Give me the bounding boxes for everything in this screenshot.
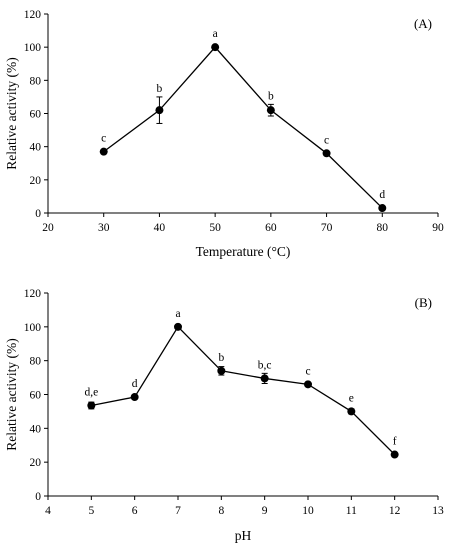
- significance-label: b: [157, 83, 163, 95]
- x-tick-label: 13: [432, 505, 444, 517]
- y-tick-label: 60: [30, 390, 42, 402]
- data-point: [99, 147, 108, 156]
- data-point: [87, 401, 96, 410]
- x-tick-label: 8: [218, 505, 224, 517]
- y-tick-label: 0: [35, 491, 41, 503]
- data-point: [217, 366, 226, 375]
- y-tick-label: 60: [30, 109, 42, 121]
- data-point: [304, 380, 312, 389]
- significance-label: d: [132, 378, 138, 390]
- y-tick-label: 20: [30, 457, 42, 469]
- x-axis-title: pH: [235, 528, 252, 543]
- significance-label: c: [305, 365, 310, 377]
- chart-panel-1: 0 20 40 60 80 100 120 4 5 6 7 8 9 10 11 12 13 pH Relative …: [4, 288, 444, 543]
- x-tick-label: 20: [42, 222, 54, 234]
- data-point: [211, 43, 220, 52]
- significance-label: b,c: [258, 359, 272, 371]
- y-axis-title: Relative activity (%): [4, 57, 19, 169]
- x-tick-label: 4: [45, 505, 51, 517]
- significance-label: d: [379, 189, 385, 201]
- significance-label: b: [218, 352, 224, 364]
- x-tick-label: 50: [209, 222, 221, 234]
- y-tick-label: 100: [24, 42, 42, 54]
- panel-label: (A): [414, 16, 432, 31]
- y-axis-title: Relative activity (%): [4, 338, 19, 450]
- x-tick-label: 70: [321, 222, 333, 234]
- significance-label: a: [175, 308, 180, 320]
- x-tick-label: 10: [302, 505, 314, 517]
- y-tick-label: 120: [24, 9, 42, 21]
- x-tick-label: 40: [154, 222, 166, 234]
- y-tick-label: 0: [35, 208, 41, 220]
- data-point: [155, 106, 164, 115]
- x-tick-label: 7: [175, 505, 181, 517]
- y-tick-label: 100: [24, 322, 42, 334]
- y-tick-label: 80: [30, 75, 42, 87]
- x-tick-label: 9: [262, 505, 268, 517]
- x-tick-label: 90: [432, 222, 444, 234]
- significance-label: b: [268, 90, 274, 102]
- data-point: [266, 106, 275, 115]
- y-tick-label: 20: [30, 175, 42, 187]
- data-point: [347, 407, 356, 416]
- y-tick-label: 80: [30, 356, 42, 368]
- x-tick-label: 80: [377, 222, 389, 234]
- x-tick-label: 6: [132, 505, 138, 517]
- significance-label: c: [324, 134, 329, 146]
- y-tick-label: 120: [24, 288, 42, 300]
- x-tick-label: 5: [88, 505, 94, 517]
- y-tick-label: 40: [30, 423, 42, 435]
- data-point: [322, 149, 331, 158]
- significance-label: a: [213, 28, 218, 40]
- series-line: [91, 325, 396, 456]
- data-point: [378, 204, 387, 213]
- significance-label: e: [349, 392, 354, 404]
- significance-label: c: [101, 133, 106, 145]
- x-tick-label: 11: [346, 505, 357, 517]
- series-line: [103, 46, 383, 209]
- data-point: [390, 450, 399, 459]
- x-axis-title: Temperature (°C): [196, 244, 291, 259]
- data-point: [174, 322, 182, 331]
- significance-label: d,e: [84, 386, 98, 398]
- panel-label: (B): [415, 295, 432, 310]
- x-tick-label: 60: [265, 222, 277, 234]
- significance-label: f: [393, 436, 397, 448]
- x-tick-label: 30: [98, 222, 110, 234]
- y-tick-label: 40: [30, 142, 42, 154]
- data-point: [260, 374, 269, 383]
- data-point: [130, 393, 139, 402]
- x-tick-label: 12: [389, 505, 401, 517]
